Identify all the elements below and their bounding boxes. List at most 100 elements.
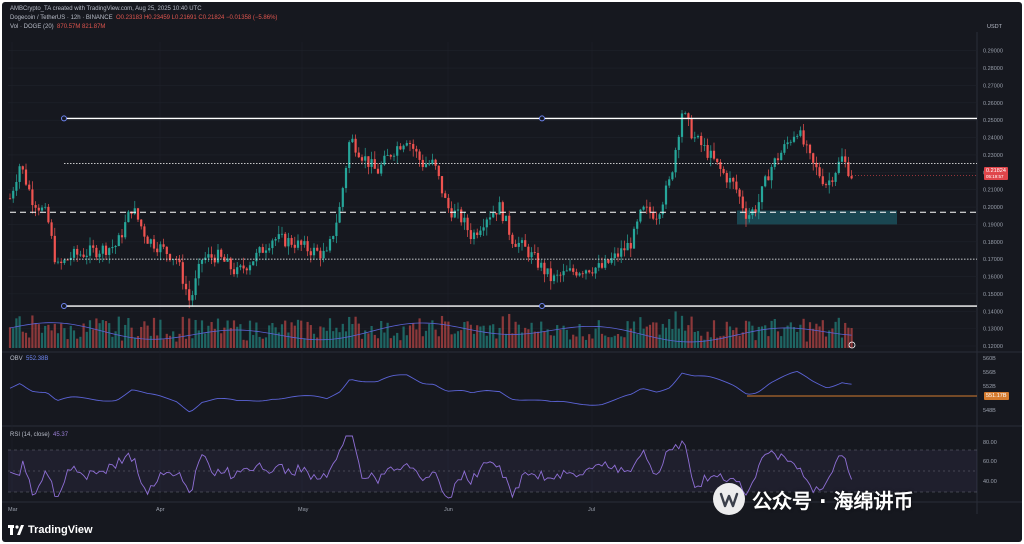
candle-body xyxy=(616,253,620,257)
volume-bar xyxy=(53,323,56,348)
candle-body xyxy=(408,143,412,144)
volume-bar xyxy=(184,338,188,348)
volume-bar xyxy=(440,315,444,348)
volume-bar xyxy=(306,321,309,348)
volume-bar xyxy=(287,332,290,348)
candle-body xyxy=(706,144,709,158)
candle-body xyxy=(604,259,607,268)
candle-body xyxy=(837,161,840,173)
volume-bar xyxy=(725,321,728,348)
candle-body xyxy=(380,164,383,174)
candle-body xyxy=(172,259,175,261)
volume-bar xyxy=(236,326,239,348)
volume-bar xyxy=(127,317,130,348)
candle-body xyxy=(520,240,524,243)
volume-bar xyxy=(744,320,748,348)
volume-bar xyxy=(504,333,508,348)
candle-body xyxy=(575,271,578,276)
candle-body xyxy=(309,251,312,256)
candle-body xyxy=(482,227,485,231)
volume-bar xyxy=(568,339,572,348)
candle-body xyxy=(594,267,597,274)
candle-body xyxy=(316,247,319,251)
volume-bar xyxy=(764,325,767,348)
volume-bar xyxy=(229,327,232,348)
month-label: Apr xyxy=(156,507,165,513)
volume-bar xyxy=(88,320,92,348)
volume-bar xyxy=(56,333,60,348)
volume-bar xyxy=(479,326,482,348)
obv-tick-label: 552B xyxy=(983,384,996,390)
candle-body xyxy=(357,152,360,158)
volume-bar xyxy=(844,322,847,348)
volume-bar xyxy=(524,327,527,348)
candle-body xyxy=(440,176,444,194)
volume-bar xyxy=(597,320,600,348)
volume-bar xyxy=(303,338,306,348)
volume-bar xyxy=(840,337,844,348)
volume-bar xyxy=(456,331,460,348)
candle-body xyxy=(424,164,428,167)
candle-body xyxy=(709,150,712,158)
volume-bar xyxy=(264,337,268,348)
candle-body xyxy=(456,209,460,211)
candle-body xyxy=(559,274,562,276)
volume-bar xyxy=(658,334,661,348)
volume-bar xyxy=(652,322,655,348)
tradingview-logo[interactable]: TradingView xyxy=(8,524,93,536)
candle-body xyxy=(104,245,108,255)
candle-body xyxy=(831,180,834,182)
candle-body xyxy=(431,159,434,164)
volume-bar xyxy=(700,335,703,348)
volume-bar xyxy=(562,325,565,348)
candle-body xyxy=(549,268,552,282)
candle-body xyxy=(47,206,50,223)
volume-bar xyxy=(24,332,28,348)
volume-bar xyxy=(572,334,575,348)
volume-bar xyxy=(383,332,386,348)
volume-bar xyxy=(520,332,524,348)
rsi-tick-label: 40.00 xyxy=(983,479,997,485)
candle-body xyxy=(399,146,402,150)
volume-bar xyxy=(255,322,258,348)
volume-bar xyxy=(549,335,552,348)
volume-bar xyxy=(802,318,805,348)
rsi-value: 45.37 xyxy=(53,432,69,438)
candle-body xyxy=(53,235,56,263)
volume-bar xyxy=(296,319,300,348)
candle-body xyxy=(191,295,194,301)
volume-bar xyxy=(741,332,744,348)
volume-bar xyxy=(82,323,85,348)
volume-bar xyxy=(847,327,850,348)
candle-body xyxy=(220,249,223,257)
candle-body xyxy=(159,244,162,253)
candle-body xyxy=(370,159,373,167)
volume-bar xyxy=(476,325,479,348)
volume-bar xyxy=(319,326,322,348)
month-label: May xyxy=(298,507,309,513)
candle-body xyxy=(376,168,380,174)
candle-body xyxy=(111,247,114,249)
volume-bar xyxy=(258,336,261,348)
candle-body xyxy=(796,135,799,137)
candle-body xyxy=(840,156,844,162)
candle-body xyxy=(216,249,220,263)
volume-bar xyxy=(386,322,389,348)
volume-bar xyxy=(533,331,536,348)
candle-body xyxy=(565,270,568,272)
candle-body xyxy=(303,241,306,245)
candle-body xyxy=(124,222,127,238)
price-tick-label: 0.13000 xyxy=(983,327,1003,333)
candle-body xyxy=(668,179,671,186)
candle-body xyxy=(492,213,495,218)
candle-body xyxy=(428,163,431,165)
rsi-tick-label: 60.00 xyxy=(983,459,997,465)
volume-bar xyxy=(248,320,252,348)
volume-bar xyxy=(370,325,373,348)
volume-bar xyxy=(543,331,546,348)
price-tick-label: 0.20000 xyxy=(983,205,1003,211)
volume-bar xyxy=(690,316,693,348)
candle-body xyxy=(178,259,181,263)
candle-body xyxy=(108,248,111,255)
